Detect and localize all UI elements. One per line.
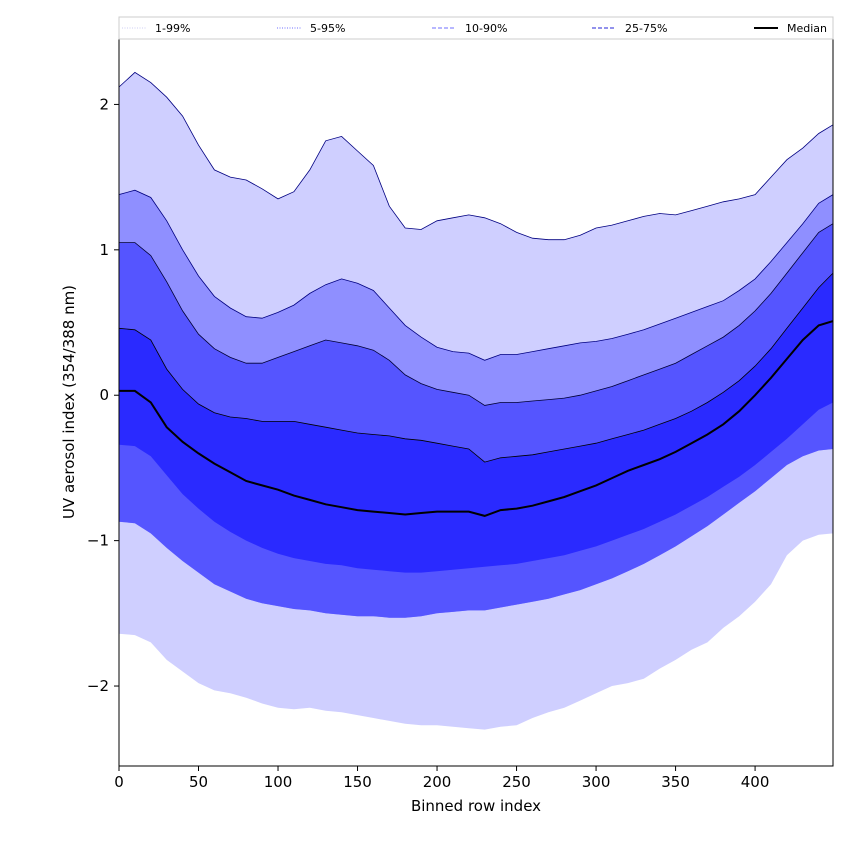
x-tick-label: 50 [189,773,208,791]
band-edge-5-95 [119,189,833,361]
x-tick-label: 250 [502,773,531,791]
legend-label: 10-90% [465,22,507,35]
y-tick-label: −1 [87,532,109,550]
legend-label: Median [787,22,827,35]
band-edge-25-75 [119,272,833,463]
legend-frame [118,16,834,40]
x-tick-label: 150 [343,773,372,791]
y-axis-ticks: 2 1 0 −1 −2 [87,95,119,695]
x-tick-label: 100 [264,773,293,791]
legend: 1-99% 5-95% 10-90% 25-75% Median [118,16,834,40]
legend-label: 1-99% [155,22,190,35]
x-axis-ticks: 0 50 100 150 200 250 300 350 400 [114,766,769,791]
median-layer [119,320,833,517]
x-tick-label: 300 [582,773,611,791]
y-axis-label: UV aerosol index (354/388 nm) [60,285,78,519]
band-edge-10-90 [119,223,833,406]
x-tick-label: 0 [114,773,124,791]
x-axis-label: Binned row index [411,797,541,815]
legend-label: 5-95% [310,22,345,35]
bands-layer [119,71,833,730]
x-tick-label: 400 [741,773,770,791]
x-tick-label: 350 [661,773,690,791]
y-tick-label: 0 [99,386,109,404]
median-line [119,320,833,517]
legend-label: 25-75% [625,22,667,35]
band-edge-1-99 [119,71,833,241]
y-tick-label: −2 [87,677,109,695]
x-tick-label: 200 [423,773,452,791]
band-25-75 [119,273,833,573]
y-tick-label: 1 [99,241,109,259]
y-tick-label: 2 [99,95,109,113]
